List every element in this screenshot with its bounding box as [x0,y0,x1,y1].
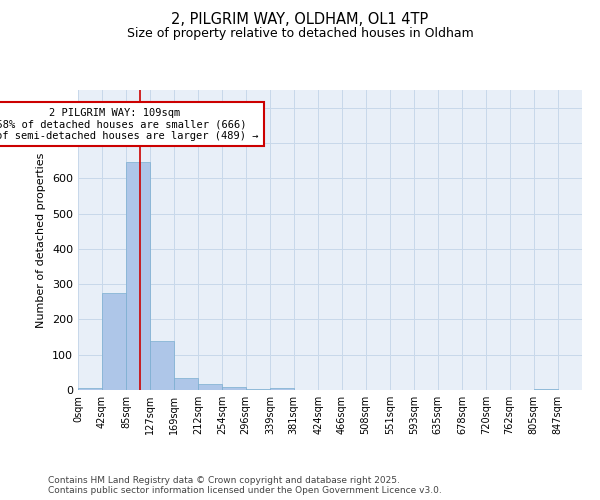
Bar [126,162,151,390]
Y-axis label: Number of detached properties: Number of detached properties [37,152,46,328]
Bar [150,340,174,390]
Bar [245,389,270,390]
Bar [534,389,558,390]
Text: Size of property relative to detached houses in Oldham: Size of property relative to detached ho… [127,28,473,40]
Text: Contains HM Land Registry data © Crown copyright and database right 2025.
Contai: Contains HM Land Registry data © Crown c… [48,476,442,495]
Text: 2, PILGRIM WAY, OLDHAM, OL1 4TP: 2, PILGRIM WAY, OLDHAM, OL1 4TP [172,12,428,28]
Bar [222,387,246,390]
Bar [198,384,223,390]
Text: 2 PILGRIM WAY: 109sqm
← 58% of detached houses are smaller (666)
42% of semi-det: 2 PILGRIM WAY: 109sqm ← 58% of detached … [0,108,259,141]
Bar [174,378,198,390]
Bar [78,388,103,390]
Bar [270,388,295,390]
Bar [102,293,126,390]
